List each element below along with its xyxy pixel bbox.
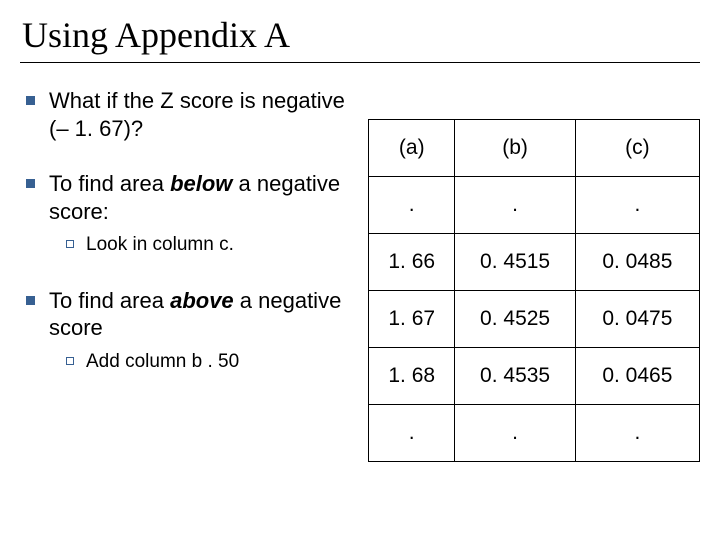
cell: 0. 4515: [455, 234, 575, 291]
cell: 1. 67: [369, 291, 455, 348]
cell: 0. 4525: [455, 291, 575, 348]
bullet-text: What if the Z score is negative (– 1. 67…: [49, 87, 354, 142]
cell: .: [369, 177, 455, 234]
cell: 0. 0475: [575, 291, 699, 348]
sub-bullet-text: Add column b . 50: [86, 350, 239, 374]
sub-bullet-item: Add column b . 50: [66, 350, 354, 374]
square-bullet-icon: [26, 179, 35, 188]
col-header-b: (b): [455, 120, 575, 177]
page-title: Using Appendix A: [22, 14, 700, 56]
content-area: What if the Z score is negative (– 1. 67…: [20, 87, 700, 462]
table-container: (a) (b) (c) . . . 1. 66 0. 4515 0. 0485 …: [368, 119, 700, 462]
table-row: 1. 68 0. 4535 0. 0465: [369, 348, 700, 405]
cell: 1. 68: [369, 348, 455, 405]
sub-bullet-text: Look in column c.: [86, 233, 234, 257]
table-header-row: (a) (b) (c): [369, 120, 700, 177]
cell: 1. 66: [369, 234, 455, 291]
cell: .: [575, 177, 699, 234]
bullet-text: To find area below a negative score:: [49, 170, 354, 225]
square-bullet-icon: [26, 296, 35, 305]
z-table: (a) (b) (c) . . . 1. 66 0. 4515 0. 0485 …: [368, 119, 700, 462]
emphasis: below: [170, 171, 232, 196]
cell: .: [455, 405, 575, 462]
table-row: . . .: [369, 405, 700, 462]
text-fragment: To find area: [49, 288, 170, 313]
cell: 0. 0465: [575, 348, 699, 405]
sub-bullet-item: Look in column c.: [66, 233, 354, 257]
cell: 0. 0485: [575, 234, 699, 291]
table-row: . . .: [369, 177, 700, 234]
cell: 0. 4535: [455, 348, 575, 405]
z-value: – 1. 67: [56, 116, 123, 141]
cell: .: [455, 177, 575, 234]
bullet-text: To find area above a negative score: [49, 287, 354, 342]
cell: .: [369, 405, 455, 462]
hollow-square-bullet-icon: [66, 240, 74, 248]
text-fragment: )?: [124, 116, 144, 141]
bullet-list: What if the Z score is negative (– 1. 67…: [20, 87, 354, 380]
text-fragment: To find area: [49, 171, 170, 196]
hollow-square-bullet-icon: [66, 357, 74, 365]
bullet-item: To find area below a negative score:: [26, 170, 354, 225]
title-divider: [20, 62, 700, 63]
col-header-c: (c): [575, 120, 699, 177]
table-row: 1. 66 0. 4515 0. 0485: [369, 234, 700, 291]
col-header-a: (a): [369, 120, 455, 177]
cell: .: [575, 405, 699, 462]
bullet-item: What if the Z score is negative (– 1. 67…: [26, 87, 354, 142]
slide: Using Appendix A What if the Z score is …: [0, 0, 720, 540]
emphasis: above: [170, 288, 234, 313]
square-bullet-icon: [26, 96, 35, 105]
bullet-item: To find area above a negative score: [26, 287, 354, 342]
table-row: 1. 67 0. 4525 0. 0475: [369, 291, 700, 348]
